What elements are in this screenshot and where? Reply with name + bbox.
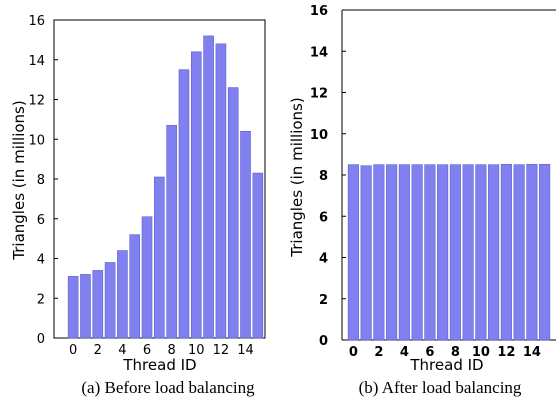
x-tick-label: 8: [168, 343, 176, 358]
x-tick-label: 0: [349, 345, 358, 360]
bar-thread-9: [178, 69, 190, 339]
x-tick-label: 0: [69, 343, 77, 358]
x-tick-label: 4: [118, 343, 126, 358]
y-tick-label: 4: [319, 252, 328, 267]
bar-thread-5: [129, 234, 141, 339]
bar-thread-8: [449, 164, 461, 341]
x-tick-label: 12: [497, 345, 515, 360]
bar-thread-13: [227, 87, 239, 339]
y-tick-label: 14: [28, 54, 45, 69]
bar-thread-4: [117, 250, 128, 339]
bar-thread-8: [166, 125, 177, 339]
bar-thread-10: [475, 164, 487, 341]
y-tick-label: 6: [319, 210, 328, 225]
x-tick-label: 2: [94, 343, 102, 358]
bar-thread-7: [154, 176, 165, 339]
x-tick-label: 6: [143, 343, 151, 358]
bar-thread-10: [190, 51, 202, 339]
x-axis-label: Thread ID: [409, 356, 483, 374]
x-tick-label: 4: [400, 345, 409, 360]
y-ticks: 0 2 4 6 8 10 12 14 16: [28, 14, 58, 347]
bar-thread-6: [424, 164, 436, 341]
bar-thread-1: [360, 165, 372, 341]
x-tick-label: 14: [523, 345, 541, 360]
bar-thread-0: [67, 276, 79, 339]
bar-thread-0: [347, 164, 359, 341]
y-tick-label: 2: [37, 292, 45, 307]
bar-thread-11: [203, 35, 214, 339]
y-tick-label: 12: [310, 87, 328, 102]
x-tick-label: 8: [451, 345, 460, 360]
y-axis-label: Triangles (in millions): [10, 100, 28, 260]
y-tick-label: 2: [319, 293, 328, 308]
bar-thread-14: [526, 163, 538, 341]
bar-thread-2: [92, 270, 104, 339]
bar-thread-6: [141, 216, 153, 339]
bar-thread-15: [539, 163, 551, 341]
y-axis-label: Triangles (in millions): [288, 97, 306, 257]
bar-thread-13: [513, 164, 525, 341]
bar-thread-4: [398, 164, 410, 341]
bar-thread-12: [500, 163, 512, 341]
y-tick-label: 14: [310, 45, 328, 60]
x-ticks: 0 2 4 6 8 10 12 14: [69, 343, 254, 358]
y-tick-label: 0: [37, 332, 45, 347]
caption: (b) After load balancing: [359, 378, 522, 397]
bar-thread-11: [488, 164, 500, 341]
y-tick-label: 10: [28, 133, 45, 148]
bar-thread-2: [373, 164, 385, 341]
bar-thread-14: [240, 131, 251, 339]
panel-after: 0 2 4 6 8 10 12 14 16 0 2 4 6 8 10 12 14 Thread ID Tria…: [288, 4, 556, 397]
y-tick-label: 16: [28, 14, 45, 29]
bars: [347, 163, 551, 341]
bar-thread-3: [386, 164, 398, 341]
bar-thread-5: [411, 164, 423, 341]
x-tick-label: 6: [425, 345, 434, 360]
y-tick-label: 10: [310, 128, 328, 143]
y-tick-label: 16: [310, 4, 328, 19]
bar-thread-7: [437, 164, 449, 341]
y-tick-label: 4: [37, 253, 45, 268]
x-tick-label: 10: [472, 345, 490, 360]
x-axis-label: Thread ID: [122, 356, 196, 374]
x-ticks: 0 2 4 6 8 10 12 14: [349, 345, 541, 360]
y-ticks: 0 2 4 6 8 10 12 14 16: [310, 4, 346, 349]
x-tick-label: 12: [213, 343, 230, 358]
x-tick-label: 14: [237, 343, 254, 358]
bars: [67, 35, 264, 339]
bar-thread-1: [80, 274, 91, 339]
y-tick-label: 6: [37, 213, 45, 228]
y-tick-label: 8: [319, 169, 328, 184]
bar-thread-3: [104, 262, 116, 339]
bar-thread-15: [252, 172, 264, 339]
x-tick-label: 2: [374, 345, 383, 360]
x-tick-label: 10: [188, 343, 205, 358]
y-tick-label: 0: [319, 334, 328, 349]
bar-thread-9: [462, 164, 474, 341]
caption: (a) Before load balancing: [81, 378, 255, 397]
y-tick-label: 8: [37, 173, 45, 188]
panel-before: 0 2 4 6 8 10 12 14 16 0 2 4 6 8 10 12 14 Thread ID Tria…: [10, 14, 266, 397]
y-tick-label: 12: [28, 94, 45, 109]
bar-thread-12: [215, 43, 227, 339]
